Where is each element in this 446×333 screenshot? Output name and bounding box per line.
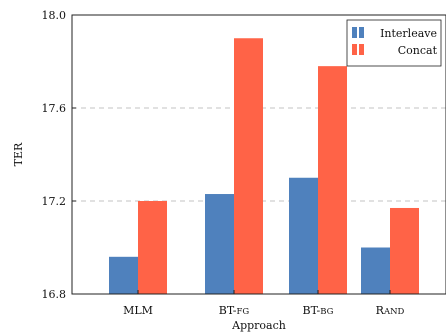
x-tick-label-2: BT-BG (303, 304, 334, 317)
y-tick-label: 17.6 (42, 102, 67, 115)
legend: Interleave Concat (346, 19, 442, 67)
x-tick-label-part: BG (320, 307, 333, 317)
bar-interleave-0 (109, 256, 138, 294)
x-tick-label-part: AND (383, 307, 405, 317)
x-tick-label-part: MLM (123, 304, 153, 317)
x-tick-label-part: BT- (219, 304, 237, 317)
x-tick-label-0: MLM (123, 304, 153, 317)
y-axis-label: TER (12, 142, 25, 166)
bar-interleave-2 (289, 177, 318, 294)
bar-interleave-1 (205, 194, 234, 294)
plot-frame (71, 14, 446, 295)
y-axis-ticks: 16.8 17.2 17.6 18.0 (42, 9, 76, 301)
y-tick-label: 18.0 (42, 9, 67, 22)
y-tick-label: 16.8 (42, 288, 67, 301)
bar-concat-0 (138, 201, 167, 294)
x-tick-label-1: BT-FG (219, 304, 250, 317)
y-tick-label: 17.2 (42, 195, 67, 208)
x-tick-label-3: RAND (376, 304, 405, 317)
bar-interleave-3 (361, 247, 390, 294)
x-tick-label-part: R (376, 304, 385, 317)
legend-label-interleave: Interleave (380, 27, 437, 40)
bars (109, 38, 419, 295)
legend-swatch-interleave (352, 27, 364, 38)
x-axis-ticks: MLM BT-FG BT-BG RAND (123, 290, 405, 317)
bar-concat-2 (318, 66, 347, 295)
bar-concat-1 (234, 38, 263, 294)
x-tick-label-part: FG (237, 307, 250, 317)
legend-swatch-concat (352, 44, 364, 55)
x-axis-label: Approach (231, 319, 286, 332)
bar-concat-3 (390, 207, 419, 294)
x-tick-label-part: BT- (303, 304, 321, 317)
legend-label-concat: Concat (398, 44, 438, 57)
